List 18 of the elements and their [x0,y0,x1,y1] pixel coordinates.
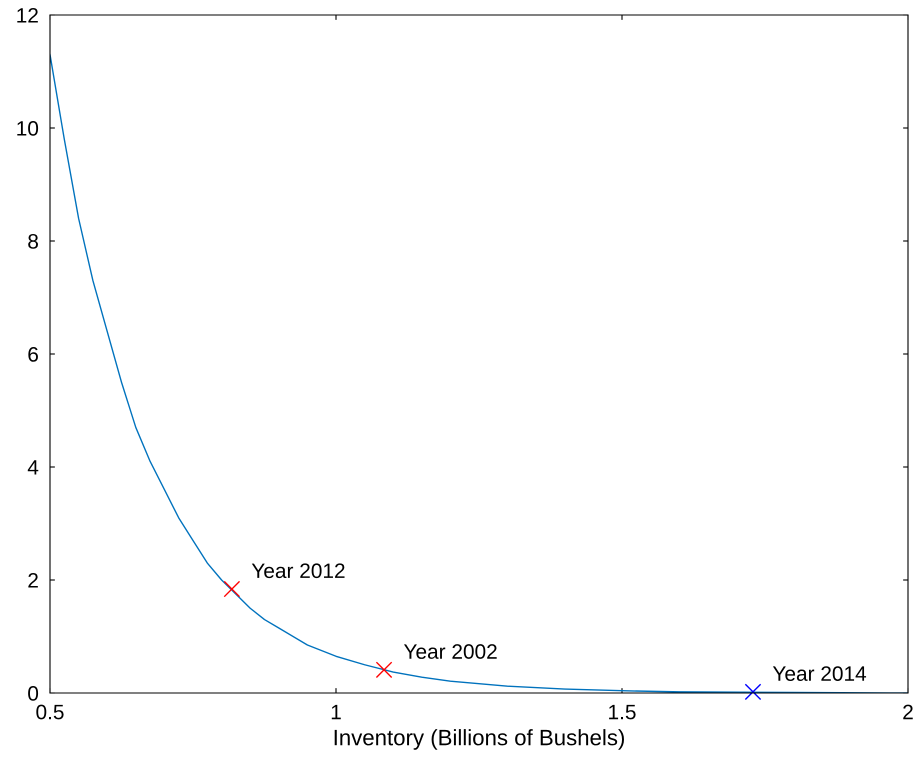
annotation: Year 2012 [252,563,345,578]
point [744,684,762,700]
y-tick-label: 2 [28,573,38,588]
y-tick-label: 6 [28,347,38,362]
x-axis-title: Inventory (Billions of Bushels) [334,729,624,750]
y-tick-label: 0 [28,686,38,701]
y-tick-label: 8 [28,234,38,249]
y-tick-label: 4 [28,460,38,475]
x-tick-label: 1.5 [609,704,636,720]
x-tick-label: 0.5 [36,704,64,720]
x-tick-label: 1 [332,704,341,720]
point [224,580,240,598]
annotation: Year 2014 [772,666,866,681]
x-tick-label: 2 [903,704,913,720]
y-tick-label: 12 [17,8,38,23]
point [376,662,392,678]
y-tick-label: 10 [17,121,38,136]
annotation: Year 2002 [404,644,497,659]
